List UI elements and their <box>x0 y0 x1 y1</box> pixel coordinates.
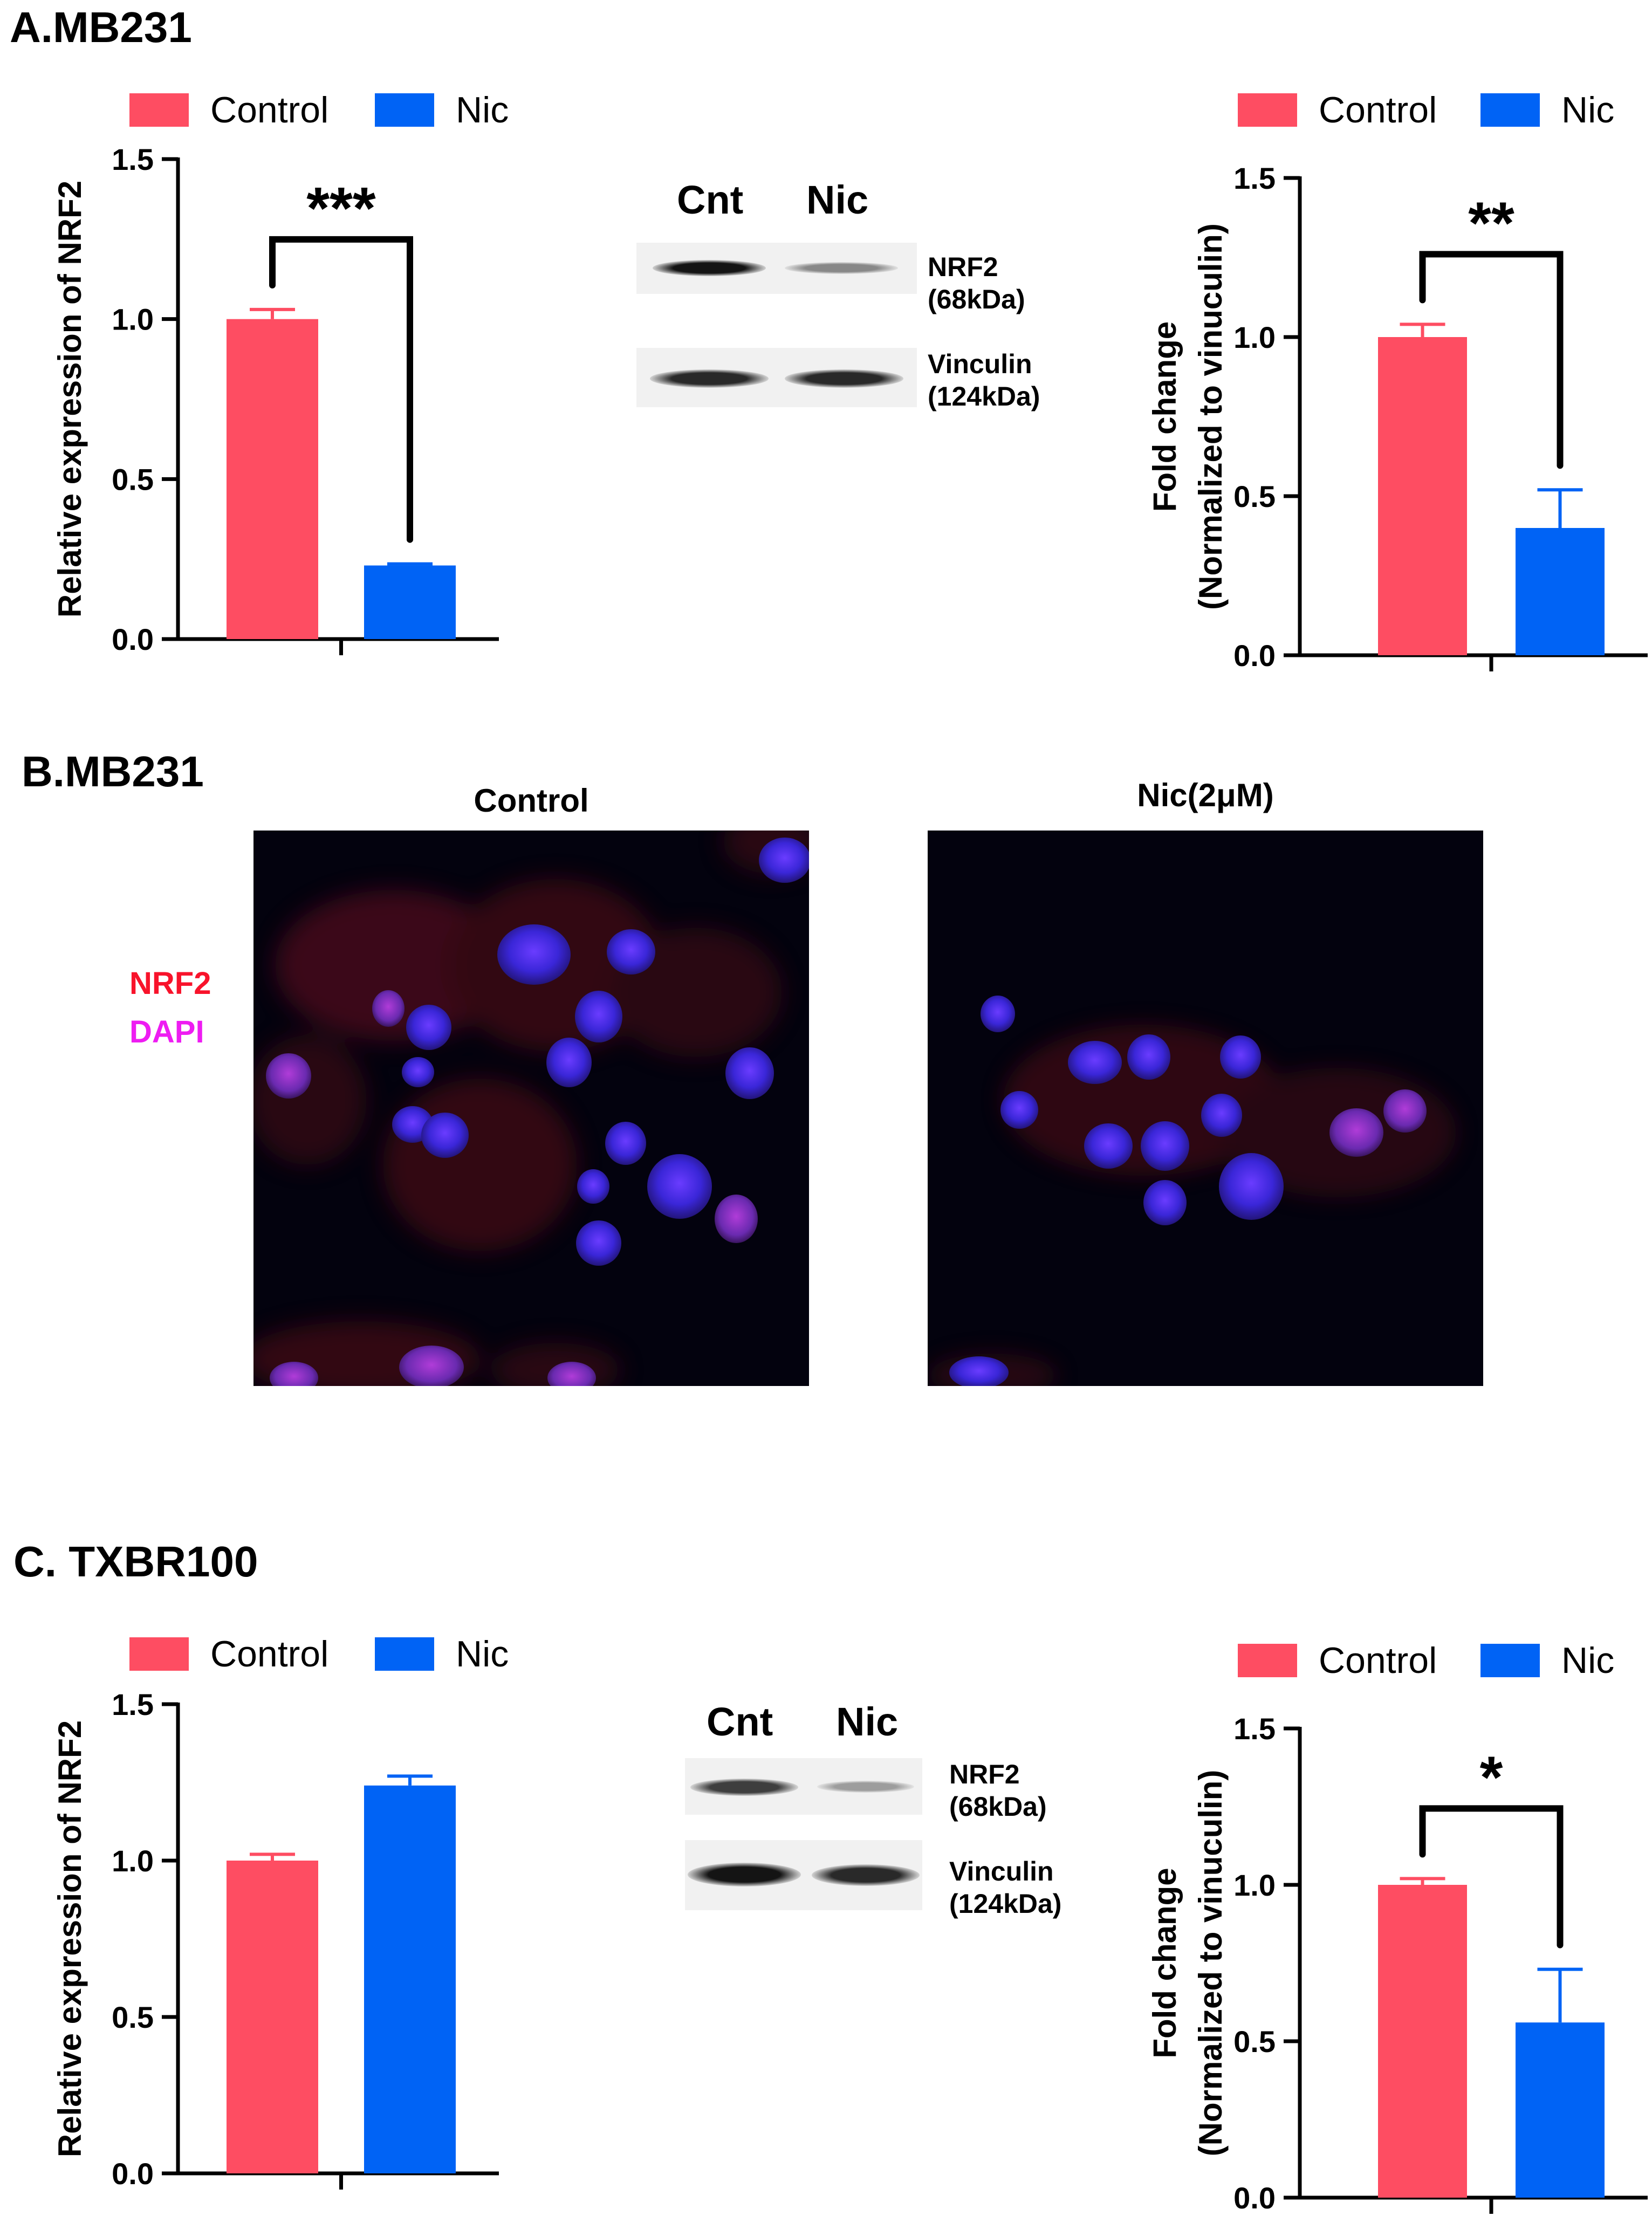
blot-c-nrf2-membrane <box>685 1758 922 1815</box>
legend-label-control: Control <box>210 1634 328 1675</box>
legend-swatch-control <box>1238 1644 1297 1677</box>
significance-stars: ** <box>1468 190 1514 256</box>
significance-bracket <box>1419 1805 1564 1948</box>
y-tick-label: 1.5 <box>1233 161 1276 195</box>
chart-a-right: Control Nic 0.0 0.5 1.0 1.5 Fold change (Normal… <box>1147 90 1648 673</box>
blot-a-nrf2-band-cnt <box>653 260 766 276</box>
blot-c-lane-nic: Nic <box>836 1699 899 1744</box>
y-tick-label: 0.0 <box>112 2157 154 2191</box>
legend-swatch-control <box>129 1637 189 1671</box>
chart-a-left: Control Nic 0.0 0.5 1.0 1.5 Relative expressio… <box>52 90 509 656</box>
panel-a-title: A.MB231 <box>10 3 192 51</box>
blot-a-vinculin-label: Vinculin (124kDa) <box>928 349 1040 411</box>
blot-c-nrf2-band-nic <box>817 1781 914 1793</box>
micrograph-nic-cells <box>928 996 1456 1386</box>
y-tick-label: 0.0 <box>1233 639 1276 673</box>
micrograph-control-cells <box>253 831 809 1386</box>
y-tick-label: 1.5 <box>1233 1712 1276 1746</box>
stain-label-nrf2: NRF2 <box>129 966 211 1001</box>
y-axis-label-secondary: (Normalized to vinuculin) <box>1192 1770 1229 2157</box>
blot-a-nrf2-membrane <box>636 243 917 294</box>
blot-c-nrf2-band-cnt <box>690 1779 798 1796</box>
blot-c-vinculin-membrane <box>685 1840 922 1910</box>
blot-a-nrf2-band-nic <box>785 262 898 274</box>
y-axis-label: Fold change <box>1147 321 1183 512</box>
panel-b-title: B.MB231 <box>22 747 204 795</box>
bar-nic <box>1516 528 1605 655</box>
blot-a: Cnt Nic NRF2 (68kDa) Vinculin (124kDa) <box>636 173 1068 421</box>
y-tick-label: 0.0 <box>112 622 154 656</box>
bar-control <box>1378 1885 1467 2198</box>
significance-bracket <box>269 236 413 543</box>
blot-a-nrf2-label: NRF2 (68kDa) <box>928 252 1025 314</box>
bar-nic <box>364 565 456 639</box>
blot-a-vinculin-band-nic <box>785 369 903 388</box>
blot-c: Cnt Nic NRF2 (68kDa) Vinculin (124kDa) <box>685 1699 1106 1947</box>
blot-a-lane-cnt: Cnt <box>677 177 744 222</box>
chart-c-right: Control Nic 0.0 0.5 1.0 1.5 Fold change (Normal… <box>1147 1640 1648 2215</box>
y-tick-label: 1.5 <box>112 1687 154 1721</box>
blot-c-vinculin-label: Vinculin (124kDa) <box>949 1856 1062 1919</box>
legend-swatch-nic <box>375 93 434 127</box>
y-tick-label: 1.0 <box>112 1844 154 1878</box>
stain-label-dapi: DAPI <box>129 1014 204 1049</box>
legend-swatch-control <box>1238 93 1297 127</box>
y-tick-label: 0.5 <box>112 462 154 496</box>
bar-control <box>227 1861 318 2173</box>
significance-stars: * <box>1480 1744 1503 1810</box>
micrograph-control <box>253 831 809 1386</box>
micrograph-nic <box>928 831 1483 1386</box>
y-tick-label: 0.0 <box>1233 2181 1276 2215</box>
y-axis-label: Fold change <box>1147 1868 1183 2058</box>
legend-swatch-control <box>129 93 189 127</box>
legend-label-control: Control <box>210 90 328 131</box>
blot-c-vinculin-band-nic <box>812 1864 920 1886</box>
legend-label-nic: Nic <box>1561 90 1614 131</box>
significance-bracket <box>1419 251 1564 469</box>
blot-c-vinculin-band-cnt <box>688 1863 801 1886</box>
legend-label-nic: Nic <box>1561 1640 1614 1681</box>
y-tick-label: 1.0 <box>1233 1868 1276 1902</box>
chart-c-left: Control Nic 0.0 0.5 1.0 1.5 Relative expressio… <box>52 1634 509 2191</box>
legend-label-nic: Nic <box>456 1634 509 1675</box>
bar-nic <box>364 1785 456 2173</box>
legend-label-control: Control <box>1319 1640 1437 1681</box>
y-tick-label: 1.0 <box>1233 320 1276 354</box>
bar-control <box>227 319 318 639</box>
blot-a-lane-nic: Nic <box>806 177 869 222</box>
image-control-title: Control <box>474 783 589 819</box>
y-axis-label: Relative expression of NRF2 <box>52 181 88 617</box>
y-tick-label: 1.5 <box>112 142 154 176</box>
image-nic-title: Nic(2μM) <box>1137 777 1274 813</box>
bar-control <box>1378 337 1467 655</box>
blot-a-vinculin-band-cnt <box>650 369 769 388</box>
blot-c-lane-cnt: Cnt <box>707 1699 773 1744</box>
significance-stars: *** <box>306 175 376 242</box>
y-tick-label: 1.0 <box>112 303 154 337</box>
bar-nic <box>1516 2022 1605 2198</box>
blot-c-nrf2-label: NRF2 (68kDa) <box>949 1759 1047 1822</box>
panel-c-title: C. TXBR100 <box>13 1538 258 1586</box>
y-tick-label: 0.5 <box>112 2000 154 2034</box>
y-axis-label: Relative expression of NRF2 <box>52 1720 88 2157</box>
legend-label-nic: Nic <box>456 90 509 131</box>
y-tick-label: 0.5 <box>1233 2025 1276 2059</box>
y-tick-label: 0.5 <box>1233 479 1276 513</box>
blot-a-vinculin-membrane <box>636 348 917 407</box>
y-axis-label-secondary: (Normalized to vinuculin) <box>1192 223 1229 610</box>
legend-swatch-nic <box>1480 93 1540 127</box>
legend-swatch-nic <box>375 1637 434 1671</box>
legend-label-control: Control <box>1319 90 1437 131</box>
legend-swatch-nic <box>1480 1644 1540 1677</box>
